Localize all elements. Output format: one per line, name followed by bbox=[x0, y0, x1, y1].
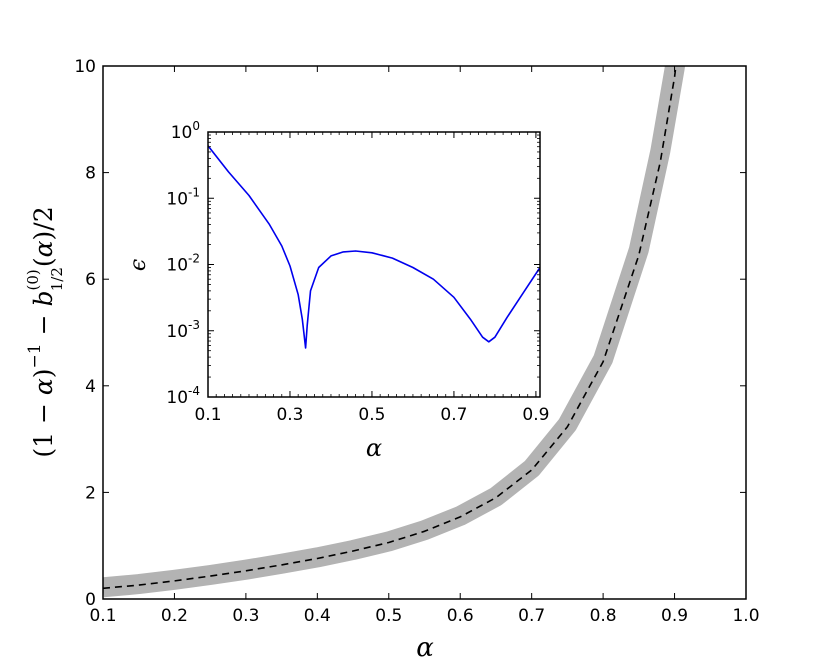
main-y-tick-label: 0 bbox=[85, 590, 96, 610]
main-x-axis-label: α bbox=[416, 633, 434, 663]
inset-y-tick-label: 100 bbox=[171, 119, 200, 143]
inset-y-tick-label: 10-4 bbox=[166, 384, 200, 408]
main-x-tick-label: 0.5 bbox=[375, 606, 402, 626]
main-x-tick-label: 0.4 bbox=[304, 606, 331, 626]
inset-x-tick-label: 0.9 bbox=[522, 405, 549, 425]
main-x-tick-label: 0.9 bbox=[661, 606, 688, 626]
inset-x-tick-label: 0.3 bbox=[276, 405, 303, 425]
main-y-tick-label: 6 bbox=[85, 270, 96, 290]
main-x-tick-label: 0.3 bbox=[232, 606, 259, 626]
inset-plot: 0.1 0.3 0.5 0.7 0.9 100 10-1 10-2 10-3 10-4 α ϵ bbox=[126, 119, 549, 462]
inset-y-tick-label: 10-1 bbox=[166, 185, 200, 209]
inset-x-axis-label: α bbox=[366, 434, 382, 462]
inset-x-tick-label: 0.7 bbox=[440, 405, 467, 425]
main-x-tick-label: 0.1 bbox=[89, 606, 116, 626]
main-x-tick-label: 0.6 bbox=[447, 606, 474, 626]
inset-x-tick-label: 0.5 bbox=[358, 405, 385, 425]
inset-x-tick-label: 0.1 bbox=[194, 405, 221, 425]
main-y-tick-label: 8 bbox=[85, 164, 96, 184]
inset-background bbox=[208, 132, 540, 397]
main-y-tick-label: 4 bbox=[85, 377, 96, 397]
main-y-tick-label: 2 bbox=[85, 483, 96, 503]
main-x-tick-label: 0.7 bbox=[518, 606, 545, 626]
main-band-line bbox=[103, 66, 686, 598]
inset-y-tick-label: 10-3 bbox=[166, 318, 200, 342]
main-axes-frame bbox=[102, 65, 747, 600]
main-dashed-line bbox=[103, 66, 677, 590]
main-x-tick-label: 1.0 bbox=[732, 606, 759, 626]
main-y-tick-label: 10 bbox=[74, 57, 96, 77]
main-x-tick-label: 0.8 bbox=[590, 606, 617, 626]
inset-y-tick-label: 10-2 bbox=[166, 252, 200, 276]
main-x-tick-label: 0.2 bbox=[161, 606, 188, 626]
inset-y-axis-label: ϵ bbox=[126, 259, 151, 271]
main-y-axis-label: (1 − α)−1 − b(0) 1/2(α)/2 bbox=[24, 206, 66, 457]
inset-error-line bbox=[208, 145, 540, 349]
